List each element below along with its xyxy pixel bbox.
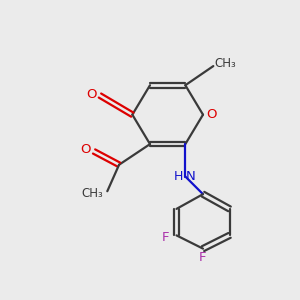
Text: CH₃: CH₃ <box>215 57 236 70</box>
Text: O: O <box>86 88 97 100</box>
Text: O: O <box>81 143 91 157</box>
Text: F: F <box>199 251 207 264</box>
Text: N: N <box>186 170 196 183</box>
Text: CH₃: CH₃ <box>82 187 104 200</box>
Text: F: F <box>162 231 169 244</box>
Text: H: H <box>174 170 184 183</box>
Text: O: O <box>206 108 217 121</box>
